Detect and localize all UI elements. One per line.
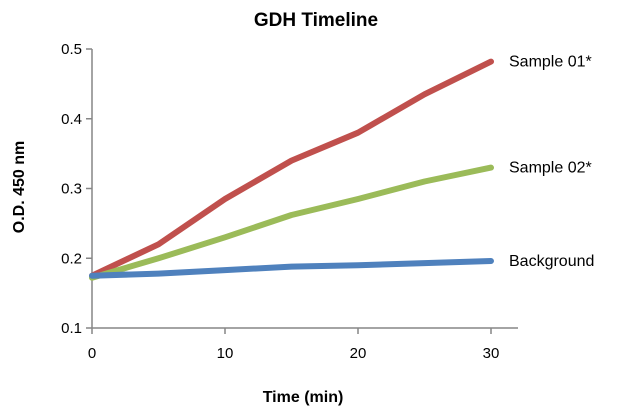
chart-title: GDH Timeline: [254, 10, 378, 31]
plot-area: 0.1 0.2 0.3 0.4 0.5 0 10 20 30 Sample 01* Sample 0…: [61, 41, 594, 362]
series-line-3: [89, 258, 494, 279]
y-tick-label: 0.3: [61, 181, 82, 198]
x-tick-label: 0: [88, 345, 96, 362]
x-tick-label: 30: [483, 345, 500, 362]
y-axis-label: O.D. 450 nm: [11, 141, 28, 233]
x-axis-label: Time (min): [263, 389, 344, 406]
y-tick-label: 0.5: [61, 41, 82, 58]
y-tick-label: 0.1: [61, 320, 82, 337]
series-label-1: Sample 01*: [509, 54, 592, 71]
x-tick-label: 10: [217, 345, 234, 362]
x-tick-label: 20: [350, 345, 367, 362]
series-label-2: Sample 02*: [509, 160, 592, 177]
series-line-2: [89, 164, 494, 281]
y-tick-label: 0.2: [61, 250, 82, 267]
series-line-1: [89, 58, 494, 279]
series-label-3: Background: [509, 253, 594, 270]
y-tick-label: 0.4: [61, 111, 82, 128]
